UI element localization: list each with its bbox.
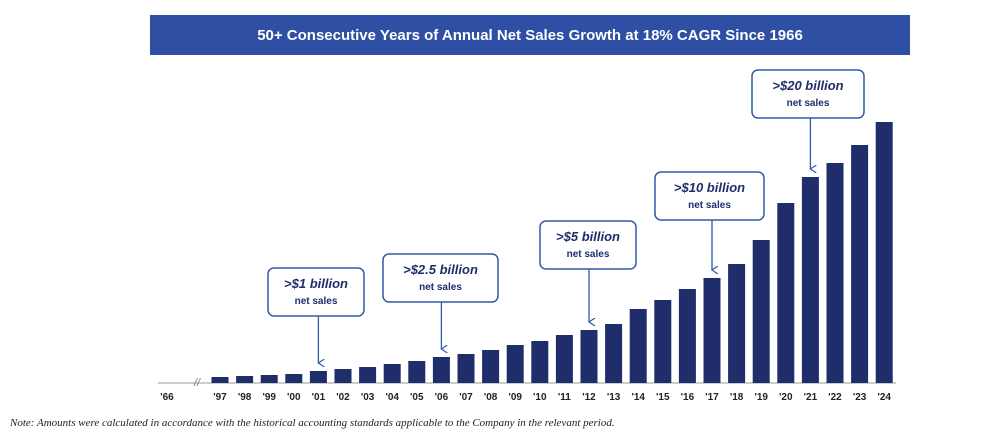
callout-box: [539, 220, 637, 270]
bar: [334, 369, 352, 383]
x-tick-label: '11: [558, 392, 571, 403]
callout-subtitle: net sales: [295, 296, 338, 307]
bar: [260, 375, 278, 383]
x-tick-label: '01: [312, 392, 326, 403]
bar: [728, 264, 746, 383]
footnote: Note: Amounts were calculated in accorda…: [9, 417, 615, 429]
bar: [211, 377, 229, 383]
bar: [506, 345, 524, 383]
callout-title: >$20 billion: [772, 78, 843, 93]
x-tick-label: '02: [336, 392, 350, 403]
callout-title: >$1 billion: [284, 276, 348, 291]
x-tick-label: '18: [730, 392, 744, 403]
bar: [285, 374, 303, 383]
x-tick-label: '66: [160, 392, 174, 403]
axis-break: //: [193, 377, 201, 389]
callout-subtitle: net sales: [688, 200, 731, 211]
title-banner: [150, 15, 910, 55]
bar: [236, 376, 254, 383]
x-tick-label: '15: [656, 392, 670, 403]
x-tick-label: '06: [435, 392, 449, 403]
callout-subtitle: net sales: [419, 282, 462, 293]
x-tick-label: '10: [533, 392, 547, 403]
callout-subtitle: net sales: [787, 98, 830, 109]
bar: [752, 240, 770, 383]
bar: [531, 341, 549, 383]
bar: [703, 278, 721, 383]
x-tick-label: '13: [607, 392, 621, 403]
bar: [408, 361, 426, 383]
bar: [432, 357, 450, 383]
x-tick-label: '08: [484, 392, 498, 403]
x-tick-label: '23: [853, 392, 867, 403]
x-tick-label: '14: [631, 392, 645, 403]
bar: [457, 354, 475, 383]
callout-title: >$10 billion: [674, 180, 745, 195]
x-tick-label: '04: [385, 392, 399, 403]
x-tick-label: '22: [828, 392, 842, 403]
callout-title: >$5 billion: [556, 229, 620, 244]
x-tick-label: '07: [459, 392, 473, 403]
chart-title: 50+ Consecutive Years of Annual Net Sale…: [257, 27, 803, 44]
bar: [605, 324, 623, 383]
bar: [801, 177, 819, 383]
x-tick-label: '24: [877, 392, 891, 403]
x-tick-label: '99: [262, 392, 276, 403]
x-tick-label: '03: [361, 392, 375, 403]
bar: [383, 364, 401, 383]
bar: [629, 309, 647, 383]
callout-box: [382, 253, 499, 303]
bar: [875, 122, 893, 383]
callout-title: >$2.5 billion: [403, 262, 478, 277]
x-tick-label: '21: [804, 392, 818, 403]
bar: [580, 330, 598, 383]
bar: [555, 335, 573, 383]
bar: [482, 350, 500, 383]
x-tick-label: '09: [508, 392, 522, 403]
bar: [654, 300, 672, 383]
bar: [777, 203, 795, 383]
bar: [359, 367, 377, 383]
x-tick-label: '20: [779, 392, 793, 403]
bar: [851, 145, 869, 383]
x-tick-label: '17: [705, 392, 719, 403]
bar: [678, 289, 696, 383]
x-tick-label: '19: [754, 392, 768, 403]
x-tick-label: '05: [410, 392, 424, 403]
x-tick-label: '97: [213, 392, 227, 403]
bar: [826, 163, 844, 383]
callout-box: [751, 69, 865, 119]
callout-subtitle: net sales: [567, 249, 610, 260]
callout-box: [654, 171, 765, 221]
x-tick-label: '16: [681, 392, 695, 403]
x-tick-label: '12: [582, 392, 596, 403]
bar: [309, 371, 327, 383]
callout-box: [267, 267, 365, 317]
x-tick-label: '98: [238, 392, 252, 403]
x-tick-label: '00: [287, 392, 301, 403]
